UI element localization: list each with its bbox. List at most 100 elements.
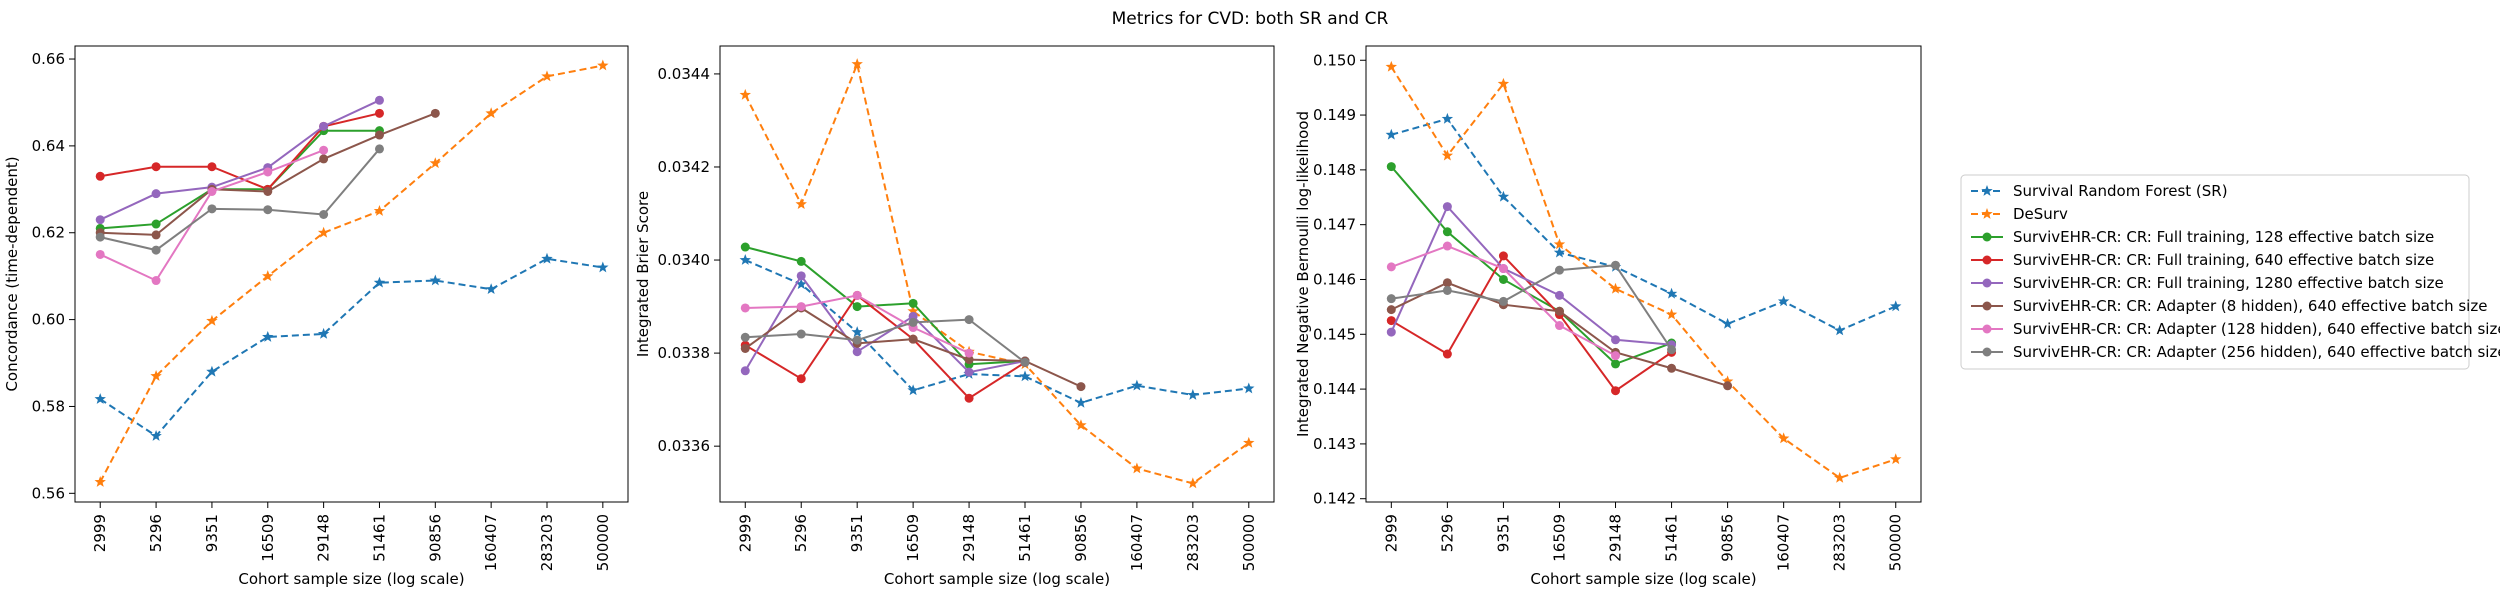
marker (373, 276, 386, 288)
marker (263, 205, 273, 215)
marker (95, 249, 105, 259)
marker (907, 384, 919, 396)
y-axis-label: Concordance (time-dependent) (3, 156, 21, 391)
marker (1890, 300, 1902, 312)
marker (851, 326, 863, 338)
marker (740, 343, 750, 353)
marker (485, 107, 497, 119)
x-tick-label: 2999 (736, 514, 754, 552)
marker (319, 154, 329, 164)
y-tick-label: 0.144 (1313, 380, 1356, 398)
marker (1497, 190, 1510, 202)
marker (1609, 282, 1622, 294)
marker (319, 210, 329, 220)
marker (1554, 306, 1564, 316)
y-tick-label: 0.0344 (658, 65, 711, 83)
marker (1554, 265, 1564, 275)
marker (1498, 251, 1508, 261)
marker (95, 215, 105, 225)
marker (1833, 471, 1846, 483)
marker (796, 256, 806, 266)
marker (1441, 112, 1454, 124)
marker (1833, 324, 1846, 336)
marker (964, 367, 974, 377)
marker (262, 270, 274, 282)
x-axis-label: Cohort sample size (log scale) (238, 570, 464, 588)
marker (1981, 185, 1993, 196)
marker (1386, 162, 1396, 172)
x-tick-label: 9351 (848, 514, 866, 552)
y-tick-label: 0.143 (1313, 435, 1356, 453)
marker (852, 290, 862, 300)
marker (1982, 232, 1992, 242)
legend-label: Survival Random Forest (SR) (2013, 182, 2228, 200)
marker (1981, 208, 1993, 219)
marker (207, 186, 217, 196)
marker (1020, 357, 1030, 367)
marker (1554, 290, 1564, 300)
series-line (100, 129, 380, 230)
marker (1611, 335, 1621, 345)
x-tick-label: 160407 (482, 514, 500, 571)
marker (429, 274, 442, 286)
x-tick-label: 2999 (91, 514, 109, 552)
marker (430, 108, 440, 118)
marker (1721, 317, 1734, 329)
x-tick-label: 16509 (904, 514, 922, 562)
marker (151, 189, 161, 199)
marker (374, 130, 384, 140)
series-line (1390, 204, 1672, 346)
marker (207, 204, 217, 214)
x-tick-label: 29148 (960, 514, 978, 562)
marker (1076, 382, 1086, 392)
marker (852, 335, 862, 345)
marker (1611, 260, 1621, 270)
marker (1019, 370, 1031, 382)
marker (795, 198, 807, 210)
marker (1498, 274, 1508, 284)
y-tick-label: 0.148 (1313, 161, 1356, 179)
y-tick-label: 0.0342 (658, 158, 711, 176)
x-tick-label: 29148 (1607, 514, 1625, 562)
marker (1385, 128, 1398, 140)
marker (908, 298, 918, 308)
marker (1075, 419, 1087, 431)
marker (739, 88, 751, 100)
x-tick-label: 160407 (1128, 514, 1146, 571)
y-tick-label: 0.56 (32, 484, 65, 502)
x-tick-label: 29148 (315, 514, 333, 562)
marker (1385, 60, 1398, 72)
series-line (99, 64, 604, 483)
marker (1982, 324, 1992, 334)
marker (1386, 305, 1396, 315)
series-line (99, 99, 380, 221)
marker (374, 144, 384, 154)
marker (429, 157, 442, 169)
legend-box (1960, 174, 2470, 370)
x-tick-label: 5296 (1438, 514, 1456, 552)
marker (94, 393, 106, 404)
legend-label: SurvivEHR-CR: CR: Adapter (8 hidden), 64… (2013, 297, 2487, 315)
x-tick-label: 51461 (1663, 514, 1681, 562)
marker (796, 329, 806, 339)
x-tick-label: 90856 (1072, 514, 1090, 562)
marker (317, 327, 330, 339)
y-tick-label: 0.64 (32, 137, 65, 155)
marker (1890, 453, 1902, 465)
marker (150, 370, 162, 381)
x-axis-label: Cohort sample size (log scale) (1530, 570, 1756, 588)
marker (1441, 149, 1454, 161)
marker (1442, 202, 1452, 212)
x-tick-label: 51461 (1016, 514, 1034, 562)
marker (373, 205, 386, 216)
marker (1665, 308, 1678, 320)
x-tick-label: 5296 (147, 514, 165, 552)
marker (908, 334, 918, 344)
marker (1553, 246, 1566, 258)
series-line (1390, 66, 1897, 479)
x-tick-label: 160407 (1775, 514, 1793, 571)
y-axis-label: Integrated Negative Bernoulli log-likeli… (1294, 111, 1312, 437)
series-line (1391, 117, 1897, 332)
marker (151, 219, 161, 229)
